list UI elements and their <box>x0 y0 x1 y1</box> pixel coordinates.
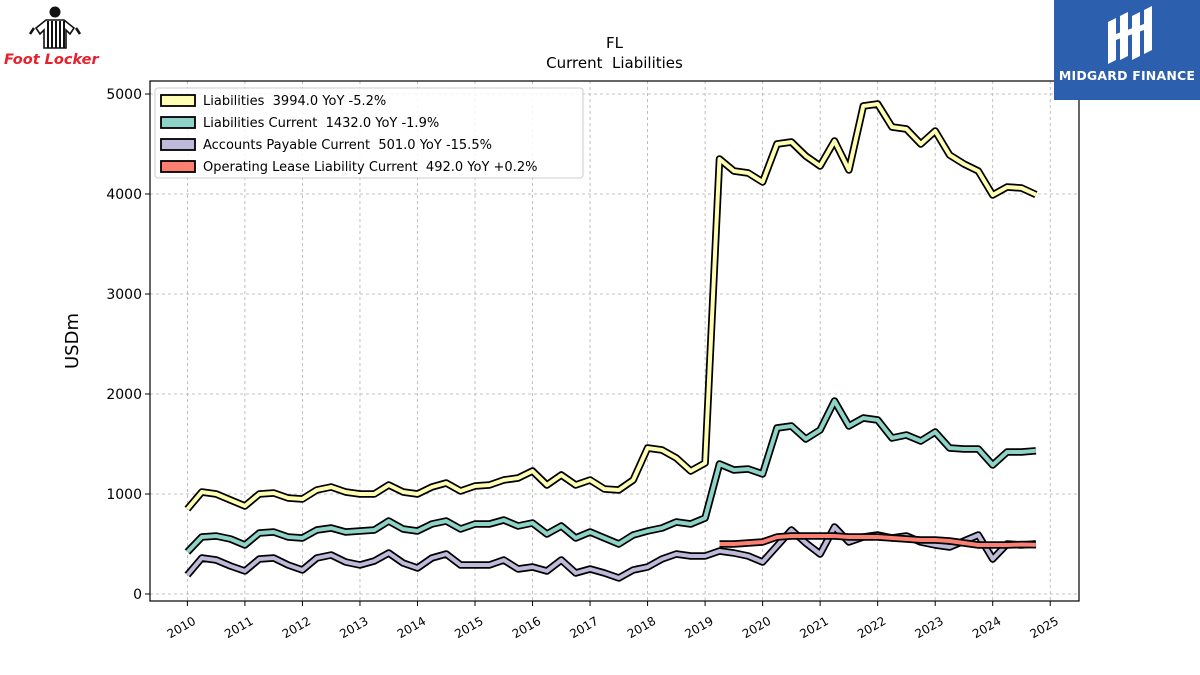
y-axis: 0 1000 2000 3000 4000 5000 <box>106 87 150 603</box>
legend-box <box>154 87 584 179</box>
chart-title: FL <box>606 34 624 52</box>
x-tick-label: 2010 <box>165 614 198 641</box>
midgard-finance-wordmark: MIDGARD FINANCE <box>1058 68 1196 83</box>
y-tick-label: 2000 <box>106 387 142 403</box>
x-tick-label: 2014 <box>395 614 428 641</box>
legend-swatch <box>160 160 196 173</box>
series-line-3 <box>719 534 1036 547</box>
legend-swatch <box>160 138 196 151</box>
x-tick-label: 2018 <box>625 614 658 641</box>
x-tick-label: 2020 <box>740 614 773 641</box>
y-tick-label: 0 <box>133 587 142 603</box>
legend-label: Accounts Payable Current 501.0 YoY -15.5… <box>203 138 492 153</box>
x-tick-label: 2025 <box>1028 614 1061 641</box>
x-tick-label: 2013 <box>337 614 370 641</box>
legend-swatch <box>160 116 196 129</box>
series-line-1 <box>185 399 1037 554</box>
y-tick-label: 4000 <box>106 187 142 203</box>
x-axis: 2010 2011 2012 2013 2014 2015 2016 2017 2018 2019… <box>165 601 1061 641</box>
legend-label: Liabilities 3994.0 YoY -5.2% <box>203 94 386 109</box>
x-tick-label: 2011 <box>222 614 255 641</box>
x-tick-label: 2012 <box>280 614 313 641</box>
x-tick-label: 2023 <box>912 614 945 641</box>
foot-locker-wordmark: Foot Locker <box>4 52 99 68</box>
y-axis-label: USDm <box>62 313 83 369</box>
legend-label: Operating Lease Liability Current 492.0 … <box>203 160 537 175</box>
legend-swatch <box>160 94 196 107</box>
foot-locker-logo: Foot Locker <box>0 4 112 72</box>
y-tick-label: 3000 <box>106 287 142 303</box>
legend: Liabilities 3994.0 YoY -5.2% Liabilities … <box>154 87 584 179</box>
x-tick-label: 2021 <box>797 614 830 641</box>
x-tick-label: 2024 <box>970 614 1003 641</box>
y-tick-label: 1000 <box>106 487 142 503</box>
x-tick-label: 2015 <box>452 614 485 641</box>
referee-icon <box>28 6 82 49</box>
chart-subtitle: Current Liabilities <box>546 54 683 72</box>
x-tick-label: 2016 <box>510 614 543 641</box>
series-lines <box>184 100 1038 582</box>
plot-frame <box>149 80 1080 602</box>
legend-label: Liabilities Current 1432.0 YoY -1.9% <box>203 116 439 131</box>
midgard-finance-logo: MIDGARD FINANCE <box>1054 0 1200 100</box>
y-tick-label: 5000 <box>106 87 142 103</box>
midgard-m-icon <box>1108 6 1152 64</box>
x-tick-label: 2022 <box>855 614 888 641</box>
x-tick-label: 2019 <box>682 614 715 641</box>
x-tick-label: 2017 <box>567 614 600 641</box>
series-line-0 <box>185 102 1037 511</box>
